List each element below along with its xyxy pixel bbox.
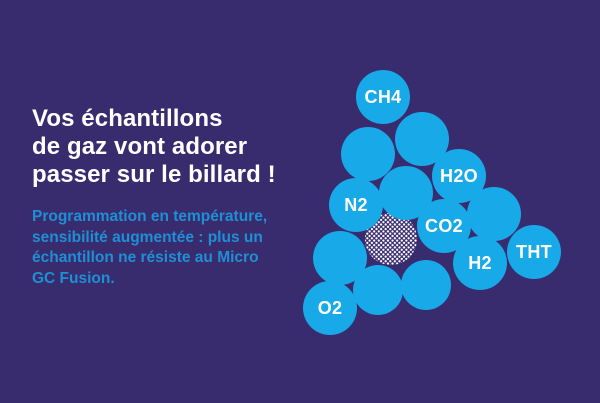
ball-label: O2 — [317, 297, 343, 318]
text-block: Vos échantillons de gaz vont adorer pass… — [32, 105, 312, 289]
subtext-line: GC Fusion. — [32, 269, 115, 287]
subtext-line: échantillon ne résiste au Micro — [32, 249, 259, 266]
subtext-line: Programmation en température, — [32, 208, 268, 225]
ball-tht: THT — [507, 225, 561, 279]
headline-line: de gaz vont adorer — [32, 133, 248, 160]
ball-ch4: CH4 — [356, 70, 410, 124]
ball-label: H2O — [440, 165, 478, 186]
ball-label: N2 — [344, 194, 368, 215]
ball-label: CO2 — [425, 215, 463, 236]
ball-plain — [341, 127, 395, 181]
ball-n2: N2 — [329, 178, 383, 232]
ball-label: THT — [516, 241, 552, 262]
headline: Vos échantillons de gaz vont adorer pass… — [32, 105, 312, 189]
ball-label: CH4 — [364, 86, 402, 107]
subtext-line: sensibilité augmentée : plus un — [32, 228, 263, 246]
ball-label: H2 — [468, 252, 492, 273]
subtext: Programmation en température, sensibilit… — [32, 207, 312, 289]
ball-o2: O2 — [303, 281, 357, 335]
ball-plain — [401, 260, 451, 310]
headline-line: passer sur le billard ! — [32, 161, 276, 188]
ball-plain — [467, 187, 521, 241]
ball-plain — [353, 265, 403, 315]
headline-line: Vos échantillons — [32, 105, 223, 132]
ball-h2: H2 — [453, 236, 507, 290]
